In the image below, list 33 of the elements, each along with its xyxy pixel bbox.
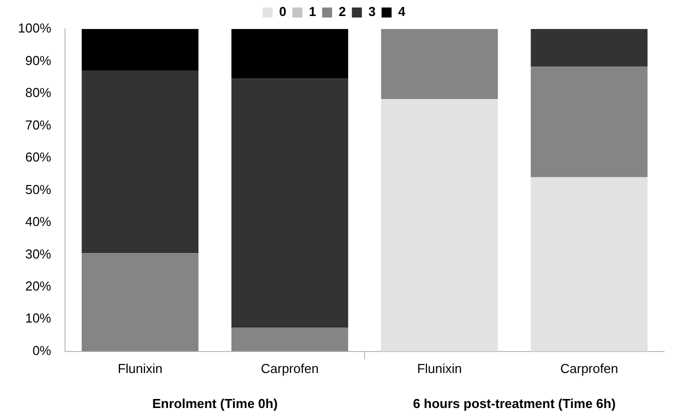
- legend-label: 4: [398, 4, 406, 20]
- bar: [82, 253, 198, 352]
- x-tick-label: Flunixin: [118, 360, 162, 376]
- y-tick-label: 80%: [25, 85, 52, 100]
- y-tick-label: 60%: [25, 150, 52, 165]
- y-tick-label: 10%: [25, 310, 52, 326]
- y-tick-label: 70%: [25, 117, 52, 132]
- legend-label: 3: [368, 4, 376, 20]
- text: 6 hours post-treatment (Time 6h): [412, 396, 616, 411]
- bar: [530, 29, 648, 67]
- bar: [231, 328, 348, 352]
- y-tick-label: 20%: [25, 278, 52, 294]
- bar: [82, 70, 198, 254]
- bar: [231, 29, 348, 79]
- text: Enrolment (Time 0h): [152, 396, 278, 411]
- x-tick-label: Carprofen: [260, 360, 319, 376]
- y-tick-label: 0%: [32, 342, 52, 358]
- y-tick-label: 30%: [25, 246, 52, 262]
- x-tick-label: Carprofen: [560, 360, 618, 376]
- x-tick-label: Flunixin: [417, 360, 462, 376]
- y-tick-label: 100%: [18, 20, 52, 36]
- y-tick-label: 90%: [25, 52, 52, 68]
- bar: [530, 66, 648, 178]
- y-tick-label: 50%: [25, 182, 52, 197]
- legend-label: 1: [308, 4, 316, 20]
- legend-label: 0: [279, 4, 286, 20]
- bar: [231, 78, 348, 328]
- bar: [381, 98, 498, 352]
- bar: [82, 29, 198, 71]
- bar: [381, 29, 498, 99]
- y-tick-label: 40%: [25, 214, 52, 230]
- bar: [530, 177, 648, 352]
- legend-label: 2: [338, 4, 346, 20]
